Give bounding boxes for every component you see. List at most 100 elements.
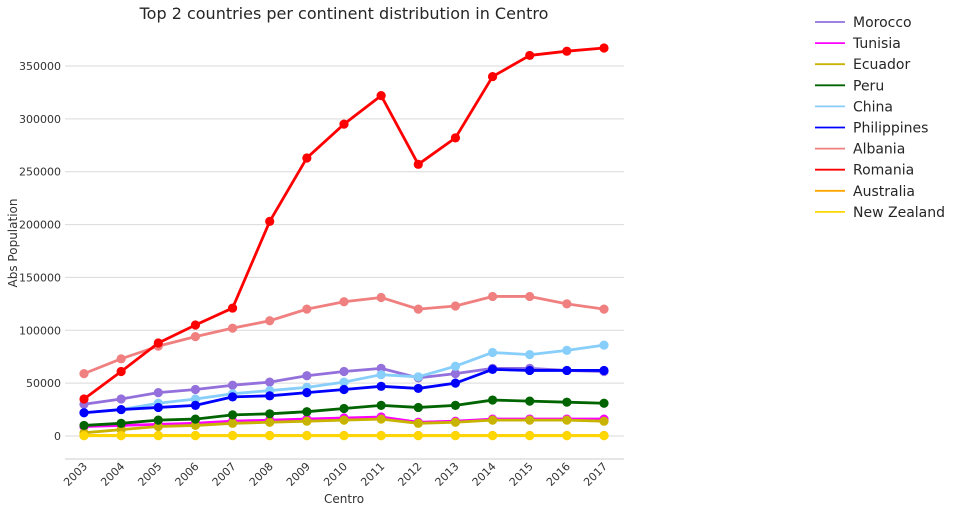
x-axis-title: Centro (324, 492, 364, 506)
x-tick-label: 2015 (507, 460, 536, 489)
chart-title: Top 2 countries per continent distributi… (139, 4, 549, 23)
series-line (83, 295, 605, 375)
y-axis-title: Abs Population (6, 199, 20, 288)
data-point (116, 418, 126, 428)
legend-label: New Zealand (853, 205, 945, 221)
x-tick-label: 2017 (581, 460, 610, 489)
grid (65, 65, 624, 437)
legend-label: Morocco (853, 15, 912, 31)
data-point (599, 398, 609, 408)
x-tick-label: 2007 (210, 460, 239, 489)
x-tick-label: 2011 (358, 460, 387, 489)
data-point (339, 415, 349, 425)
data-point (450, 301, 461, 311)
data-point (525, 431, 535, 441)
data-point (265, 391, 275, 401)
y-tick-label: 350000 (19, 60, 61, 73)
legend-item: Morocco (815, 15, 912, 31)
data-point (525, 396, 535, 406)
x-tick-label: 2005 (135, 460, 164, 489)
data-point (450, 133, 461, 143)
data-point (525, 350, 535, 360)
legend-item: Tunisia (815, 36, 901, 52)
legend-label: Romania (853, 163, 914, 179)
y-tick-label: 50000 (26, 377, 61, 390)
data-point (562, 345, 572, 355)
data-point (413, 431, 423, 441)
data-point (376, 381, 386, 391)
data-point (190, 420, 201, 431)
data-point (599, 365, 609, 376)
data-point (525, 50, 535, 61)
data-point (227, 323, 238, 333)
data-point (265, 431, 275, 441)
data-point (79, 369, 89, 379)
data-point (227, 303, 238, 313)
data-point (450, 378, 461, 388)
x-tick-label: 2013 (433, 460, 462, 489)
legend-item: Albania (815, 142, 905, 158)
data-point (116, 366, 126, 377)
data-point (599, 416, 609, 426)
data-point (153, 421, 163, 432)
y-axis-ticks: 0 50000 100000 150000 200000 250000 300000 3500… (19, 60, 61, 443)
series-peru (79, 395, 609, 431)
data-point (302, 407, 312, 417)
data-point (190, 400, 201, 410)
legend-label: Australia (853, 184, 915, 200)
data-point (450, 361, 461, 371)
data-point (190, 414, 201, 424)
data-point (525, 291, 535, 302)
data-point (265, 377, 275, 387)
data-point (599, 431, 609, 441)
data-point (487, 291, 498, 302)
data-point (190, 384, 201, 395)
data-point (302, 388, 312, 398)
data-point (376, 363, 386, 373)
data-point (599, 340, 609, 350)
data-point (487, 364, 498, 374)
data-point (376, 414, 386, 424)
x-tick-label: 2009 (284, 460, 313, 489)
y-tick-label: 300000 (19, 113, 61, 126)
data-point (190, 431, 201, 441)
data-point (413, 402, 423, 413)
data-point (376, 370, 386, 380)
data-point (190, 320, 201, 330)
x-tick-label: 2016 (544, 460, 573, 489)
data-point (487, 71, 498, 82)
data-point (413, 304, 423, 314)
data-point (562, 397, 572, 407)
legend-label: Tunisia (852, 36, 901, 52)
data-point (450, 400, 461, 410)
data-point (79, 408, 89, 418)
data-point (265, 316, 275, 326)
data-point (487, 431, 498, 441)
data-point (562, 299, 572, 309)
data-point (227, 392, 238, 402)
data-point (376, 292, 386, 303)
data-point (450, 417, 461, 427)
series-ecuador (79, 414, 609, 438)
data-point (153, 338, 163, 348)
data-point (190, 332, 201, 342)
legend-label: Peru (853, 78, 884, 94)
legend-item: New Zealand (815, 205, 945, 221)
data-point (116, 394, 126, 404)
series-albania (79, 291, 609, 379)
data-point (153, 431, 163, 441)
data-point (227, 418, 238, 428)
x-tick-label: 2010 (321, 460, 350, 489)
data-point (302, 416, 312, 426)
data-point (339, 384, 349, 395)
data-point (487, 415, 498, 425)
legend: Morocco Tunisia Ecuador Peru China Philippine… (815, 15, 945, 221)
data-point (599, 304, 609, 314)
data-point (116, 404, 126, 415)
data-point (153, 388, 163, 398)
data-point (339, 119, 349, 129)
data-point (302, 431, 312, 441)
legend-item: Philippines (815, 121, 928, 137)
x-tick-label: 2004 (98, 460, 127, 489)
